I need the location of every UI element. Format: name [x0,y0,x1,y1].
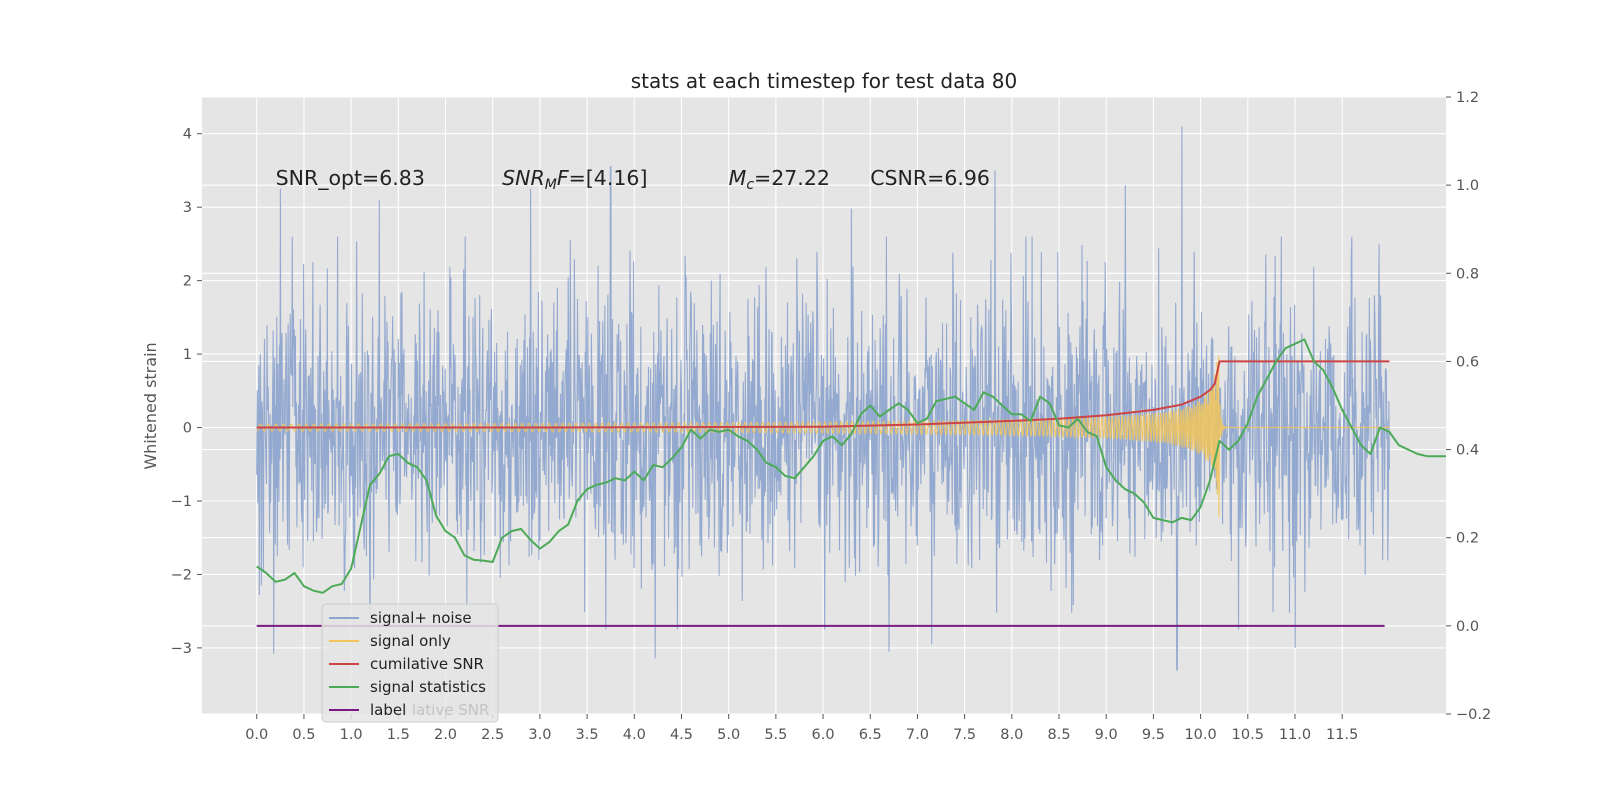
series-signal-statistics [256,338,1446,594]
legend-entry: cumilative SNR [370,655,484,673]
y2-tick-label: 0.6 [1456,354,1479,370]
x-tick-label: 6.5 [859,727,882,743]
y-tick-label: −1 [171,494,192,510]
x-tick-label: 5.0 [717,727,740,743]
x-tick-label: 10.0 [1184,727,1216,743]
annotation-subscript: c [746,177,754,193]
legend-entry: signal only [370,632,451,650]
x-tick-label: 5.5 [764,727,787,743]
x-tick-label: 1.0 [340,727,363,743]
legend-ghost-text: lative SNR [412,701,489,719]
y2-tick-label: 0.0 [1456,619,1479,635]
x-tick-label: 4.0 [623,727,646,743]
y-tick-label: 3 [183,200,192,216]
annotation-value: =[4.16] [569,166,648,190]
ticks: 0.0 0.5 1.0 1.5 2.0 2.5 3.0 3.5 4.0 4.5 5.0 5.5 6.0 6… [171,90,1492,743]
x-tick-label: 2.5 [481,727,504,743]
y-axis-label: Whitened strain [141,342,160,469]
y2-tick-label: 1.0 [1456,178,1479,194]
y2-tick-label: −0.2 [1456,707,1491,723]
y-tick-label: 1 [183,347,192,363]
x-tick-label: 10.5 [1232,727,1264,743]
x-tick-label: 9.5 [1142,727,1165,743]
y-tick-label: 0 [183,421,192,437]
y2-tick-label: 0.8 [1456,266,1479,282]
y2-tick-label: 0.4 [1456,443,1479,459]
annotation-symbol: M [729,166,747,190]
y-tick-label: 2 [183,274,192,290]
legend-entry: signal statistics [370,678,486,696]
x-tick-label: 6.0 [812,727,835,743]
annotation-csnr: CSNR=6.96 [870,166,990,190]
annotation-snr_mf: SNRMF=[4.16] [502,166,647,193]
legend-entry: label [370,701,406,719]
x-tick-label: 8.5 [1047,727,1070,743]
annotation-symbol-tail: F [557,166,570,190]
y-tick-label: 4 [183,127,192,143]
annotation-subscript: M [545,177,557,193]
x-tick-label: 2.0 [434,727,457,743]
annotation-symbol: SNR [502,166,545,190]
series-layer [256,126,1446,671]
x-tick-label: 0.0 [245,727,268,743]
series-signal-only [256,355,1390,518]
x-tick-label: 4.5 [670,727,693,743]
y2-tick-label: 1.2 [1456,90,1479,106]
legend-entry: signal+ noise [370,609,472,627]
legend-box [321,603,499,723]
x-tick-label: 7.0 [906,727,929,743]
annotation-snr_opt: SNR_opt=6.83 [276,166,425,191]
y2-tick-label: 0.2 [1456,531,1479,547]
annotations: SNR_opt=6.83 SNRMF=[4.16] Mc=27.22 CSNR=6.9… [276,166,990,193]
y-tick-label: −3 [171,641,192,657]
x-tick-label: 0.5 [292,727,315,743]
y-tick-label: −2 [171,567,192,583]
annotation-value: =27.22 [754,166,830,190]
x-tick-label: 9.0 [1095,727,1118,743]
chart-title: stats at each timestep for test data 80 [631,69,1017,93]
x-tick-label: 3.0 [528,727,551,743]
annotation-mc: Mc=27.22 [729,166,830,193]
x-tick-label: 8.0 [1000,727,1023,743]
x-tick-label: 3.5 [576,727,599,743]
x-tick-label: 1.5 [387,727,410,743]
x-tick-label: 11.0 [1279,727,1311,743]
x-tick-label: 11.5 [1326,727,1358,743]
legend: signal+ noise signal only cumilative SNR si… [321,603,499,723]
series-cumilative-snr [256,360,1390,429]
x-tick-label: 7.5 [953,727,976,743]
